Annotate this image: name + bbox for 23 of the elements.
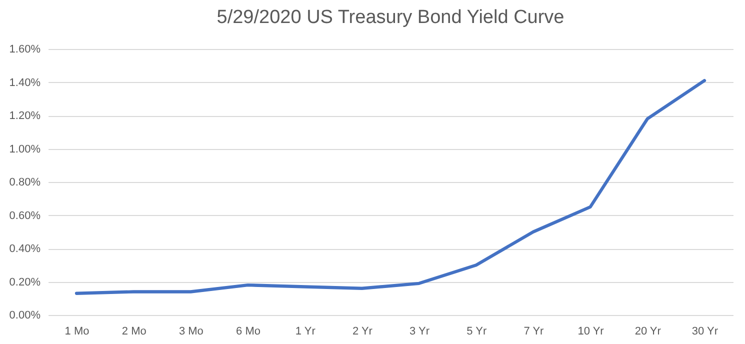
y-tick-label: 0.00% bbox=[9, 310, 41, 322]
x-tick-label: 6 Mo bbox=[236, 326, 261, 338]
x-tick-label: 20 Yr bbox=[634, 326, 662, 338]
x-tick-label: 2 Yr bbox=[352, 326, 373, 338]
y-tick-label: 1.00% bbox=[9, 143, 41, 156]
y-tick-label: 0.20% bbox=[9, 276, 41, 288]
x-tick-label: 1 Yr bbox=[295, 326, 316, 338]
x-tick-label: 10 Yr bbox=[578, 326, 604, 338]
x-tick-label: 30 Yr bbox=[692, 326, 718, 338]
x-tick-label: 3 Yr bbox=[410, 326, 430, 338]
chart-title: 5/29/2020 US Treasury Bond Yield Curve bbox=[216, 7, 564, 28]
y-tick-label: 1.40% bbox=[9, 76, 41, 89]
y-tick-label: 0.80% bbox=[9, 176, 41, 188]
line-series bbox=[74, 78, 706, 295]
x-tick-label: 1 Mo bbox=[64, 326, 90, 338]
x-tick-label: 2 Mo bbox=[122, 326, 146, 338]
x-tick-label: 7 Yr bbox=[524, 326, 544, 338]
y-tick-label: 0.60% bbox=[9, 210, 41, 222]
y-tick-label: 1.20% bbox=[9, 110, 41, 122]
y-tick-label: 1.60% bbox=[9, 44, 41, 56]
x-tick-label: 5 Yr bbox=[466, 326, 487, 338]
x-tick-label: 3 Mo bbox=[178, 326, 204, 338]
y-tick-label: 0.40% bbox=[9, 243, 41, 255]
